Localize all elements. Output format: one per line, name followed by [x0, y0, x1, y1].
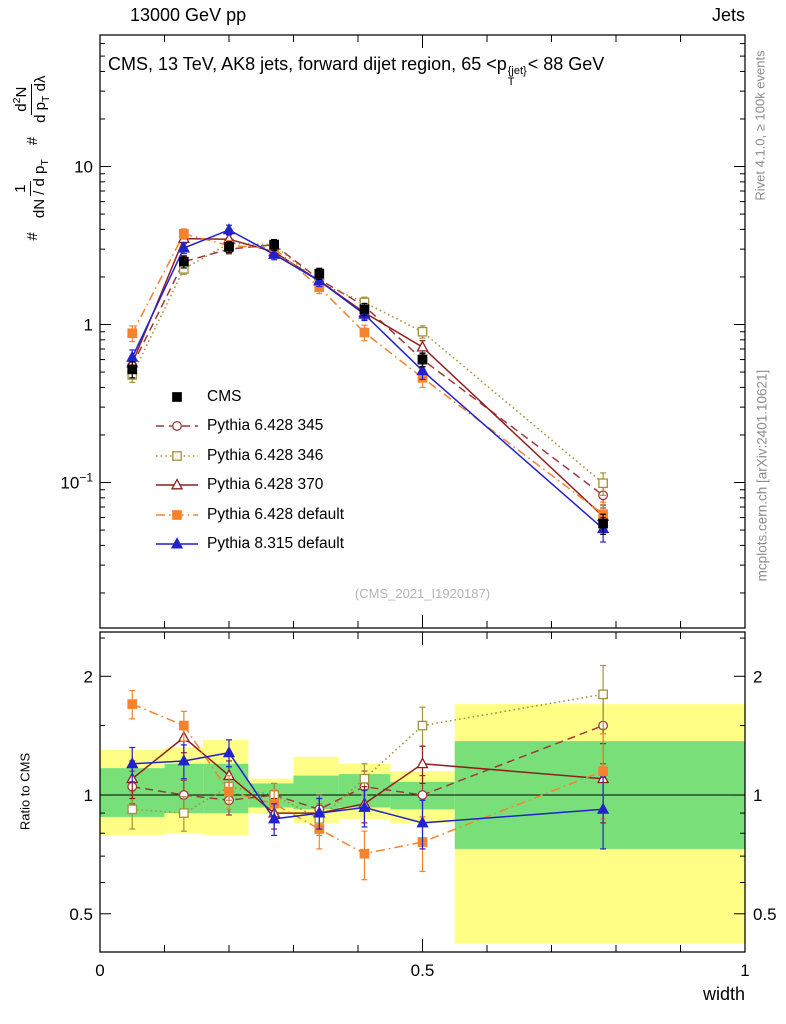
main-series	[126, 223, 610, 543]
main-series-0	[127, 238, 608, 535]
ratio-y-tick-label-right: 2	[753, 667, 762, 686]
pt-symbol: p	[496, 54, 507, 74]
legend-label-1: Pythia 6.428 345	[207, 417, 324, 435]
plot-title: CMS, 13 TeV, AK8 jets, forward dijet reg…	[108, 54, 604, 88]
legend-item-1: Pythia 6.428 345	[155, 412, 344, 442]
main-y-tick-label: 10−1	[60, 471, 93, 493]
pt-supsub: {jet} T	[508, 66, 527, 88]
legend-item-4: Pythia 6.428 default	[155, 500, 344, 530]
ratio-series	[126, 664, 610, 881]
mcplots-attribution-label: mcplots.cern.ch [arXiv:2401.10621]	[754, 369, 770, 582]
rivet-version-label: Rivet 4.1.0, ≥ 100k events	[752, 50, 768, 201]
ylabel-hash-2: #	[23, 136, 41, 146]
legend-item-2: Pythia 6.428 346	[155, 441, 344, 471]
legend-sample-1	[156, 421, 198, 432]
title-text-before: CMS, 13 TeV, AK8 jets, forward dijet reg…	[108, 54, 497, 74]
ratio-series-5	[126, 739, 610, 850]
ylabel-fraction-2: d2N d pT dλ	[11, 75, 53, 123]
legend-sample-5	[156, 537, 198, 549]
legend-label-2: Pythia 6.428 346	[207, 446, 324, 464]
x-axis-title: width	[702, 984, 745, 1004]
x-tick-label: 0	[95, 961, 104, 980]
ratio-y-tick-label-right: 0.5	[753, 905, 777, 924]
legend-label-0: CMS	[207, 387, 242, 405]
ylabel-fraction-1: 1 dN / d pT	[12, 159, 52, 219]
legend-label-3: Pythia 6.428 370	[207, 476, 324, 494]
legend-sample-4	[156, 509, 198, 520]
ratio-y-tick-label-right: 1	[753, 786, 762, 805]
x-tick-label: 1	[740, 961, 749, 980]
ratio-y-tick-label-left: 0.5	[69, 905, 93, 924]
legend: CMS Pythia 6.428 345 Pythia 6.428 346 Pythi…	[155, 382, 344, 559]
legend-label-5: Pythia 8.315 default	[207, 535, 345, 553]
beam-energy-label: 13000 GeV pp	[130, 5, 247, 25]
ratio-y-axis-label: Ratio to CMS	[17, 752, 33, 831]
legend-sample-2	[156, 450, 198, 461]
legend-label-4: Pythia 6.428 default	[207, 505, 345, 523]
x-tick-label: 0.5	[411, 961, 435, 980]
legend-item-5: Pythia 8.315 default	[155, 530, 344, 560]
axes: 10−1 1 10 0.5 0.5 1 1 2 2 0 0.5 1	[60, 34, 777, 980]
analysis-id-watermark: (CMS_2021_I1920187)	[354, 586, 491, 601]
ylabel-hash-1: #	[23, 232, 41, 241]
title-text-after: < 88 GeV	[527, 54, 605, 74]
ratio-y-tick-label-left: 1	[84, 786, 93, 805]
main-y-axis-label: # 1 dN / d pT # d2N d pT dλ	[0, 7, 64, 307]
legend-item-3: Pythia 6.428 370	[155, 471, 344, 501]
uncertainty-bands	[100, 704, 745, 944]
legend-item-0: CMS	[155, 382, 344, 412]
legend-sample-0	[172, 391, 182, 402]
pt-superscript: {jet}	[507, 65, 527, 77]
ratio-y-tick-label-left: 2	[84, 667, 93, 686]
main-y-tick-label: 1	[84, 316, 93, 335]
legend-sample-3	[156, 478, 198, 490]
pt-subscript: T	[507, 76, 515, 88]
analysis-group-label: Jets	[711, 5, 745, 25]
main-y-tick-label: 10	[74, 158, 93, 177]
